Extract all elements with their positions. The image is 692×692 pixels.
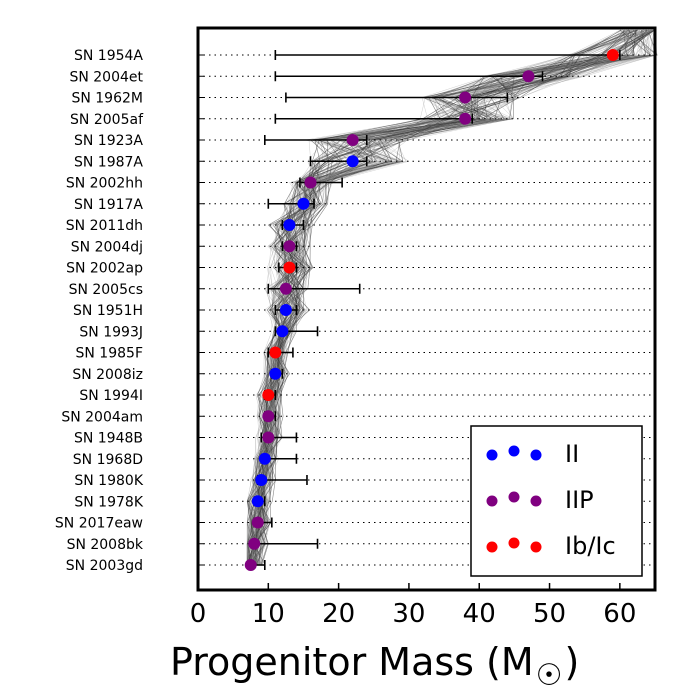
- legend-box: [470, 425, 643, 577]
- y-tick-label: SN 1923A: [74, 133, 143, 149]
- y-tick-label: SN 1968D: [73, 452, 143, 468]
- legend-marker: [530, 449, 542, 461]
- y-tick-label: SN 2004et: [69, 69, 143, 85]
- legend-label: II: [565, 440, 579, 468]
- y-tick-label: SN 2005cs: [69, 282, 143, 298]
- data-point: [279, 304, 292, 316]
- x-tick-label: 50: [533, 599, 566, 629]
- data-point: [459, 91, 472, 104]
- data-point: [262, 431, 275, 444]
- data-point: [248, 537, 261, 550]
- data-point: [269, 367, 282, 380]
- data-point: [255, 474, 268, 486]
- data-point: [276, 325, 289, 338]
- sample-line: [255, 29, 641, 566]
- solar-symbol: ☉: [536, 658, 563, 692]
- y-tick-label: SN 1994I: [79, 388, 143, 404]
- y-tick-label: SN 2017eaw: [55, 516, 143, 532]
- legend-marker: [508, 445, 520, 457]
- x-tick-label: 10: [252, 599, 285, 629]
- y-tick-label: SN 2003gd: [66, 558, 143, 574]
- y-tick-label: SN 1951H: [73, 303, 143, 319]
- legend: II IIP Ib/Ic: [470, 425, 643, 577]
- data-point: [459, 112, 472, 125]
- sample-line: [248, 29, 641, 566]
- sample-line: [256, 29, 649, 566]
- legend-marker: [486, 495, 498, 507]
- y-tick-label: SN 1917A: [74, 197, 143, 213]
- y-tick-label: SN 2004am: [61, 409, 143, 425]
- data-point: [283, 240, 296, 253]
- y-tick-label: SN 1978K: [74, 494, 143, 510]
- y-tick-label: SN 2002hh: [66, 176, 143, 192]
- sample-line: [246, 29, 657, 566]
- legend-marker: [486, 541, 498, 553]
- data-point: [244, 559, 257, 571]
- x-tick-label: 0: [190, 599, 207, 629]
- y-tick-label: SN 1985F: [76, 346, 144, 362]
- y-tick-label: SN 2002ap: [66, 261, 143, 277]
- y-tick-label: SN 2005af: [70, 112, 144, 128]
- data-point: [346, 155, 359, 168]
- data-point: [606, 49, 619, 61]
- data-point: [262, 410, 275, 423]
- data-point: [297, 197, 310, 210]
- data-point: [283, 219, 296, 231]
- y-tick-label: SN 1993J: [79, 324, 143, 340]
- legend-marker: [530, 495, 542, 507]
- x-tick-label: 20: [322, 599, 355, 629]
- y-tick-label: SN 2004dj: [71, 239, 143, 255]
- x-axis-label: Progenitor Mass (M☉): [170, 640, 579, 692]
- y-tick-label: SN 1987A: [74, 154, 143, 170]
- legend-label: Ib/Ic: [565, 532, 616, 560]
- sample-line: [250, 29, 656, 566]
- data-point: [269, 346, 282, 359]
- legend-marker: [508, 537, 520, 549]
- x-tick-label: 60: [603, 599, 636, 629]
- legend-marker: [486, 449, 498, 461]
- data-point: [522, 70, 535, 83]
- data-point: [283, 261, 296, 274]
- x-axis-label-text: Progenitor Mass (M: [170, 640, 534, 684]
- sample-line: [253, 29, 654, 566]
- data-point: [251, 495, 264, 508]
- legend-label: IIP: [565, 486, 594, 514]
- y-tick-label: SN 2011dh: [66, 218, 143, 234]
- y-tick-labels: SN 1954A SN 2004et SN 1962M SN 2005af SN 192…: [55, 48, 204, 574]
- y-tick-label: SN 1980K: [74, 473, 143, 489]
- y-tick-label: SN 1954A: [74, 48, 143, 64]
- data-point: [279, 282, 292, 295]
- data-point: [258, 452, 271, 465]
- y-tick-label: SN 2008bk: [67, 537, 144, 553]
- y-tick-label: SN 1948B: [74, 431, 143, 447]
- data-point: [346, 134, 359, 146]
- plot-frame: [196, 26, 657, 592]
- x-axis-label-close: ): [565, 640, 580, 684]
- data-points: [244, 49, 619, 571]
- data-point: [262, 389, 275, 401]
- legend-marker: [508, 491, 520, 503]
- x-tick-label: 40: [463, 599, 496, 629]
- y-tick-label: SN 2008iz: [72, 367, 143, 383]
- data-point: [251, 516, 264, 529]
- data-point: [304, 176, 317, 189]
- x-tick-label: 30: [392, 599, 425, 629]
- y-tick-label: SN 1962M: [71, 91, 143, 107]
- legend-marker: [530, 541, 542, 553]
